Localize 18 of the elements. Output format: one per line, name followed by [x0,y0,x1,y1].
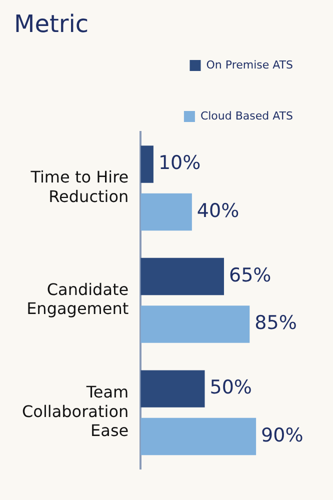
legend-label: Cloud Based ATS [200,109,294,122]
y-tick-label: Team Collaboration Ease [22,382,129,440]
bar [140,418,256,456]
y-tick-label: Time to Hire Reduction [30,168,129,206]
bar [140,193,192,231]
data-label: 50% [210,376,252,399]
data-label: 10% [158,152,201,174]
bar [140,258,224,296]
y-tick-label: Candidate Engagement [26,280,129,318]
chart-title: Metric [14,10,89,38]
data-label: 85% [254,312,297,334]
data-label: 65% [228,264,272,286]
data-label: 90% [261,424,304,446]
data-label: 40% [196,200,240,222]
legend-label: On Premise ATS [206,58,294,72]
bar [140,306,250,343]
bar [140,146,154,183]
bar [140,370,205,408]
